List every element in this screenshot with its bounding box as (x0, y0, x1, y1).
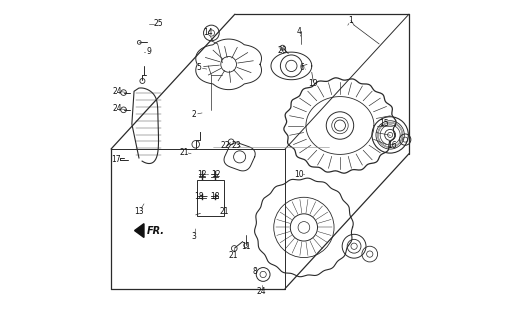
Text: 14: 14 (203, 28, 213, 37)
Text: 13: 13 (135, 207, 144, 216)
Text: 21: 21 (229, 251, 238, 260)
Text: 9: 9 (146, 47, 151, 56)
Text: 25: 25 (153, 19, 163, 28)
Text: 20: 20 (277, 46, 287, 55)
Text: 21: 21 (219, 207, 229, 216)
Bar (197, 180, 224, 216)
Text: 12: 12 (211, 170, 221, 179)
Text: 15: 15 (379, 119, 388, 128)
Text: 22: 22 (221, 141, 230, 150)
Text: 18: 18 (210, 192, 219, 201)
Text: 16: 16 (387, 141, 397, 150)
Text: 1: 1 (348, 16, 353, 25)
Text: 24: 24 (112, 86, 122, 95)
Text: 24: 24 (257, 287, 266, 296)
Text: 8: 8 (253, 267, 258, 276)
Text: 23: 23 (232, 141, 241, 150)
Text: 24: 24 (112, 104, 122, 113)
Text: 11: 11 (241, 242, 251, 251)
Text: 17: 17 (111, 156, 121, 164)
Text: 12: 12 (197, 170, 207, 179)
Text: 4: 4 (297, 27, 302, 36)
Text: 19: 19 (308, 79, 318, 88)
Polygon shape (135, 224, 144, 237)
Text: 2: 2 (192, 110, 197, 119)
Text: FR.: FR. (147, 226, 165, 236)
Text: 21: 21 (180, 148, 189, 157)
Text: 10: 10 (294, 170, 304, 179)
Text: 6: 6 (300, 63, 305, 72)
Text: 18: 18 (194, 192, 204, 201)
Text: 5: 5 (197, 63, 201, 72)
Text: 3: 3 (192, 232, 197, 241)
